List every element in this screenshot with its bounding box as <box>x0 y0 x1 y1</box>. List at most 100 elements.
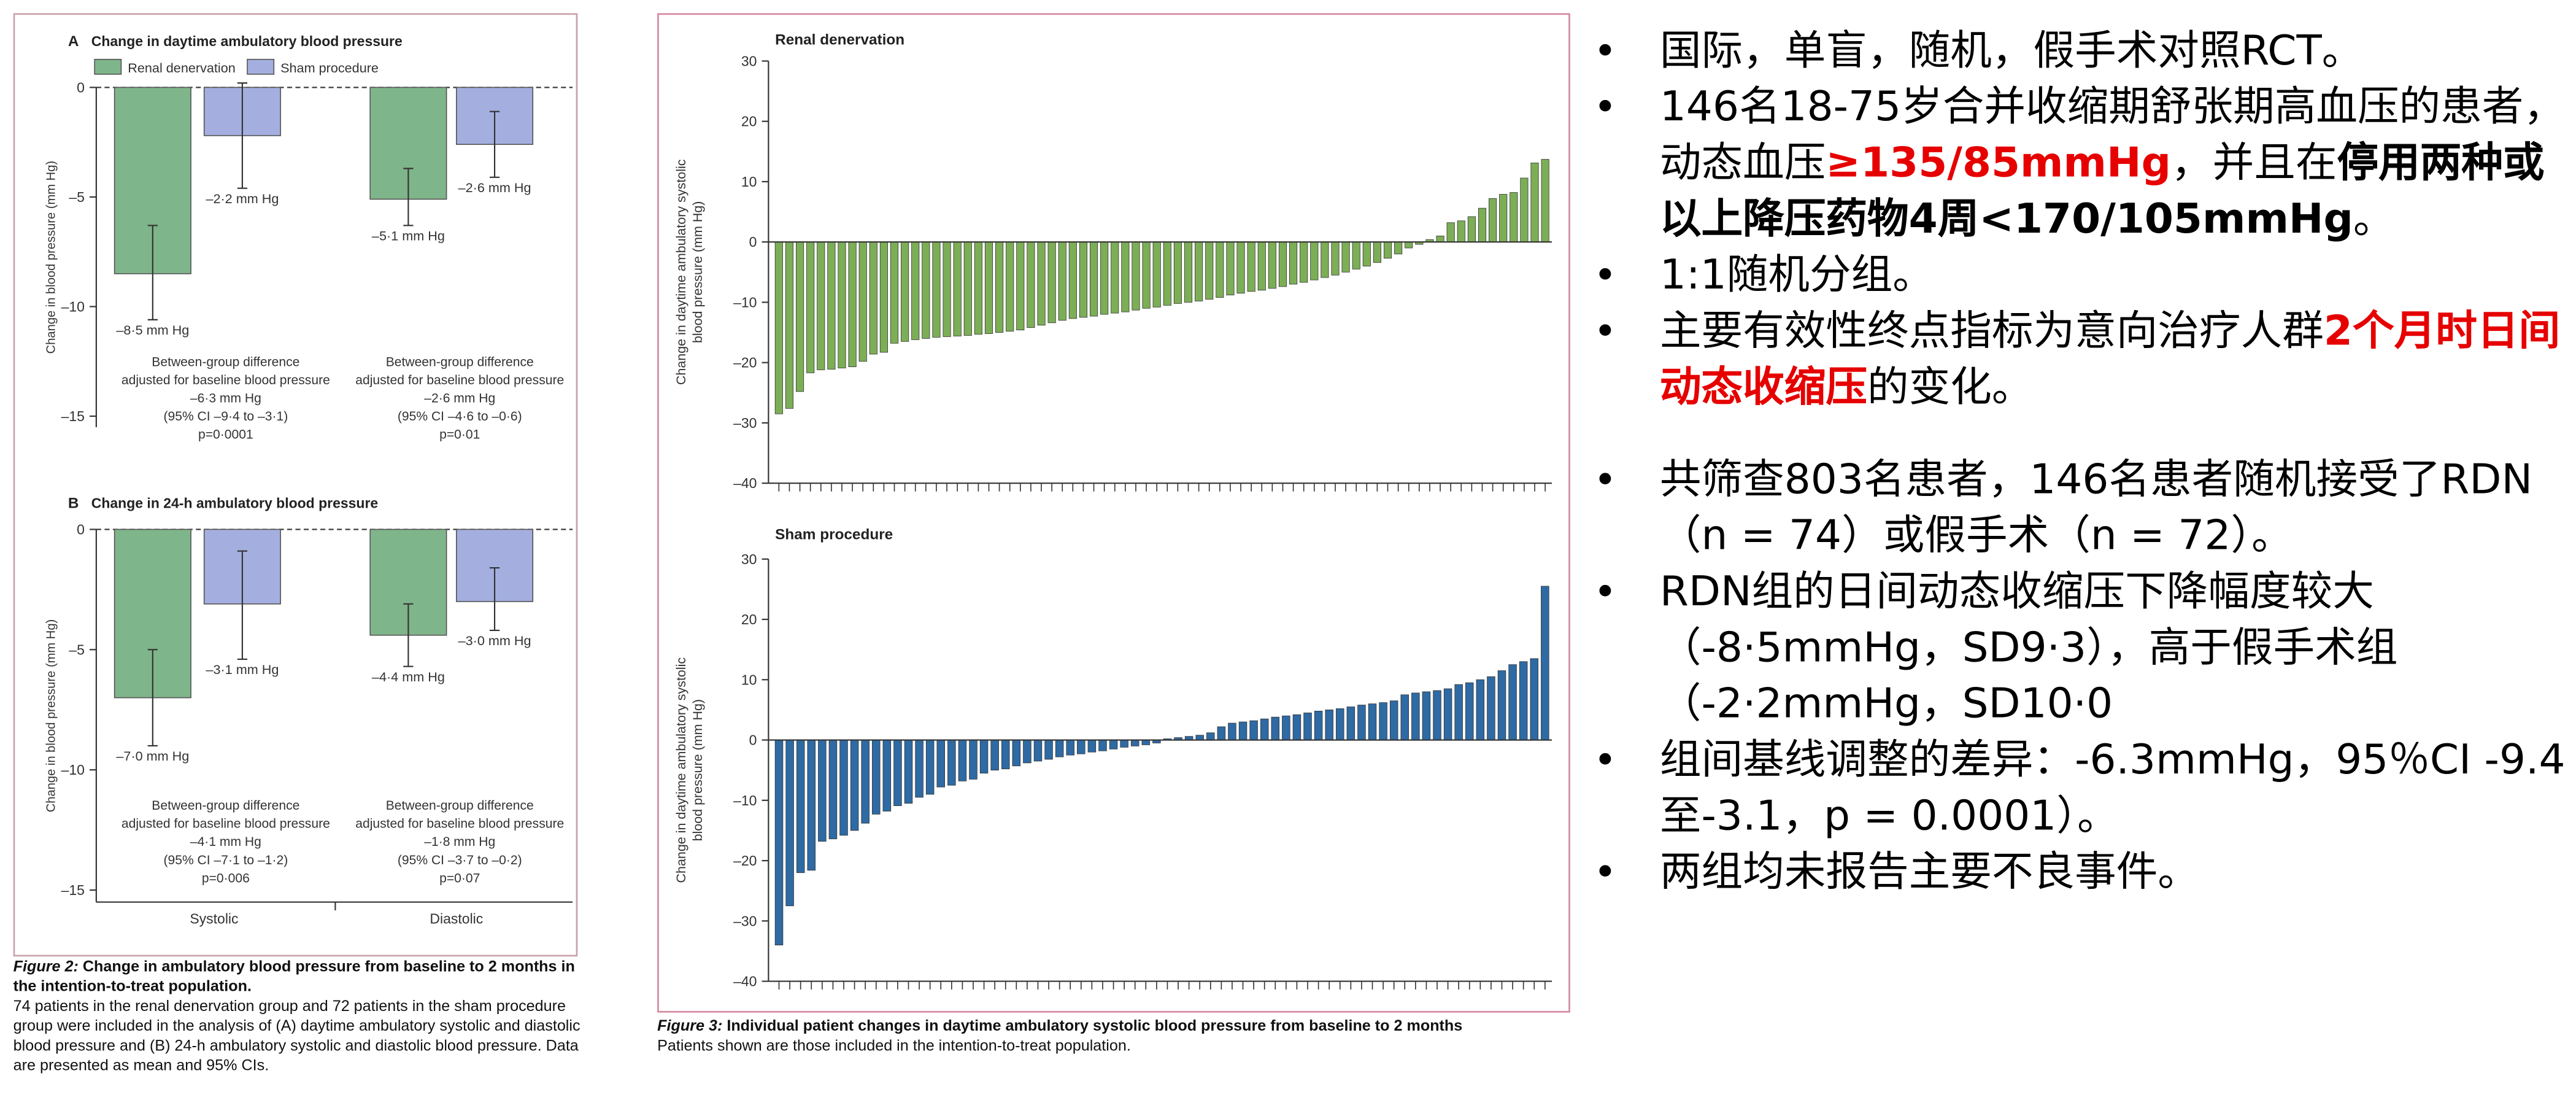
y-tick-label: –20 <box>733 355 757 371</box>
patient-bar <box>1087 740 1097 753</box>
y-tick-label: 0 <box>749 234 757 250</box>
patient-bar <box>882 740 892 811</box>
y-tick-label: –5 <box>69 189 85 205</box>
patient-bar <box>1530 658 1538 740</box>
patient-bar <box>1368 703 1377 740</box>
bullet-endpoint-end: 的变化。 <box>1867 363 2034 411</box>
between-group-annotation: Between-group difference <box>152 799 299 813</box>
figure-3-caption-title: Individual patient changes in daytime am… <box>722 1017 1463 1034</box>
patient-bar <box>915 740 924 798</box>
patient-bar <box>1027 241 1035 328</box>
between-group-annotation: –4·1 mm Hg <box>190 835 261 849</box>
patient-bar <box>925 740 935 795</box>
patient-bar <box>958 740 967 781</box>
y-axis-label-line-1: Change in daytime ambulatory systolic <box>673 657 688 883</box>
bullet-population-end: 。 <box>2353 195 2395 242</box>
patient-bar <box>1357 705 1366 740</box>
y-tick-label: –15 <box>61 408 85 424</box>
bullet-randomization-text: 1:1随机分组。 <box>1659 250 1934 299</box>
patient-bar <box>984 241 993 334</box>
bar-value-label: –7·0 mm Hg <box>116 748 189 764</box>
bullet-endpoint: 主要有效性终点指标为意向治疗人群2个月时日间动态收缩压的变化。 <box>1590 303 2569 416</box>
patient-bar <box>827 241 836 370</box>
patient-bar <box>1012 740 1021 767</box>
bar-value-label: –5·1 mm Hg <box>372 228 445 244</box>
patient-bar <box>1336 708 1344 740</box>
patient-bar <box>1055 740 1064 757</box>
y-tick-label: –10 <box>61 299 85 315</box>
patient-bar <box>1530 163 1539 242</box>
patient-bar <box>1249 720 1258 740</box>
y-tick-label: –30 <box>733 415 757 431</box>
figure-2-panel: A Change in daytime ambulatory blood pres… <box>13 13 578 957</box>
between-group-annotation: (95% CI –3·7 to –0·2) <box>398 853 522 867</box>
y-tick-label: 10 <box>741 174 757 190</box>
patient-bar <box>1184 241 1193 303</box>
patient-bar <box>1508 664 1517 740</box>
figure-2-caption-label: Figure 2: <box>13 958 79 975</box>
legend-label-sham: Sham procedure <box>280 60 379 76</box>
patient-bar <box>1226 241 1235 296</box>
patient-bar <box>861 740 870 824</box>
patient-bar <box>818 740 827 842</box>
plot-title: Sham procedure <box>775 527 893 543</box>
y-tick-label: 0 <box>749 732 757 748</box>
patient-bar <box>1467 216 1476 242</box>
patient-bar <box>932 241 941 338</box>
patient-bar <box>990 740 999 771</box>
x-category-label: Diastolic <box>430 911 483 927</box>
figure-2-caption-title: Change in ambulatory blood pressure from… <box>13 958 575 995</box>
patient-bar <box>1541 159 1549 242</box>
patient-bar <box>1247 241 1255 292</box>
y-tick-label: 20 <box>741 611 757 627</box>
patient-bar <box>1141 740 1151 745</box>
y-tick-label: –10 <box>733 792 757 808</box>
figure-3-caption: Figure 3: Individual patient changes in … <box>657 1016 1567 1055</box>
figure-2-chart: A Change in daytime ambulatory blood pres… <box>44 33 573 927</box>
bullet-population-highlight: ≥135/85mmHg <box>1826 138 2172 187</box>
patient-bar <box>807 740 816 871</box>
plot-title: Renal denervation <box>775 32 904 48</box>
bullet-screening-text: 共筛查803名患者，146名患者随机接受了RDN（n = 74）或假手术（n =… <box>1659 455 2533 559</box>
bullet-screening: 共筛查803名患者，146名患者随机接受了RDN（n = 74）或假手术（n =… <box>1590 452 2569 564</box>
patient-bar <box>1433 690 1441 740</box>
bullet-endpoint-text: 主要有效性终点指标为意向治疗人群 <box>1659 306 2324 355</box>
y-tick-label: –40 <box>733 475 757 491</box>
patient-bar <box>1066 740 1074 756</box>
patient-bar <box>1520 177 1529 242</box>
patient-bar <box>969 740 978 780</box>
figure-3-panel: Renal denervation 30 20 10 0 –10 –20 –30 –40 Chan… <box>657 13 1570 1013</box>
patient-bar <box>1152 241 1161 308</box>
patient-bar <box>922 241 930 339</box>
patient-bar <box>1352 241 1360 269</box>
figure-3-caption-body: Patients shown are those included in the… <box>657 1037 1131 1054</box>
bar-value-label: –3·1 mm Hg <box>206 662 279 677</box>
patient-bar <box>1325 710 1333 740</box>
patient-bar <box>828 740 838 840</box>
patient-bar <box>1362 241 1371 266</box>
y-axis-label: Change in blood pressure (mm Hg) <box>44 161 58 354</box>
patient-bar <box>1292 714 1301 740</box>
bar-value-label: –3·0 mm Hg <box>458 633 531 648</box>
patient-bar <box>1216 241 1224 298</box>
patient-bar <box>1142 241 1151 309</box>
between-group-annotation: adjusted for baseline blood pressure <box>355 817 564 831</box>
patient-bar <box>1132 241 1140 311</box>
figure-3-caption-label: Figure 3: <box>657 1017 723 1034</box>
patient-bar <box>974 241 982 335</box>
y-tick-label: 0 <box>77 522 85 538</box>
patient-bar <box>893 740 902 807</box>
patient-bar <box>1023 740 1032 764</box>
y-axis-label: Change in blood pressure (mm Hg) <box>44 619 58 812</box>
patient-bar <box>774 740 784 946</box>
legend-label-renal: Renal denervation <box>128 60 235 76</box>
summary-bullets: 国际，单盲，随机，假手术对照RCT。 146名18-75岁合并收缩期舒张期高血压… <box>1590 23 2569 901</box>
y-tick-label: –5 <box>69 641 85 657</box>
patient-bar <box>953 241 962 336</box>
patient-bar <box>1310 241 1319 281</box>
patient-bar <box>1278 241 1287 287</box>
patient-bar <box>872 740 881 815</box>
patient-bar <box>1068 241 1077 319</box>
patient-bar <box>1411 692 1420 740</box>
bullet-result-text: RDN组的日间动态收缩压下降幅度较大（-8·5mmHg，SD9·3）， <box>1659 567 2374 672</box>
